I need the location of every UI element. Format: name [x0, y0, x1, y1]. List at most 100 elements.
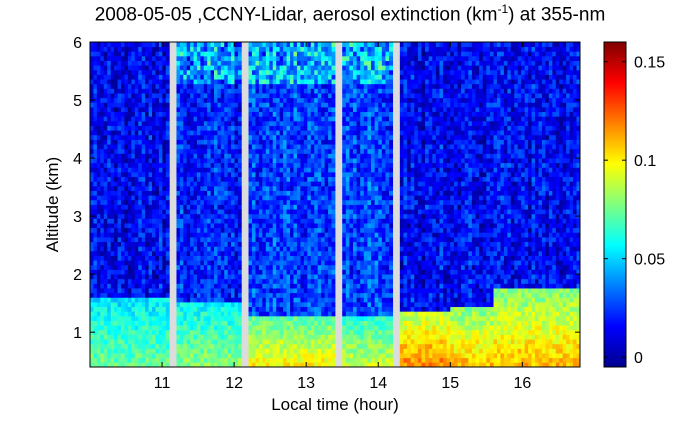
heatmap-cell: [217, 65, 222, 71]
heatmap-cell: [317, 88, 322, 94]
heatmap-cell: [293, 88, 298, 94]
heatmap-cell: [342, 116, 347, 122]
heatmap-cell: [279, 223, 284, 229]
heatmap-cell: [227, 302, 232, 308]
heatmap-cell: [214, 199, 218, 205]
heatmap-cell: [110, 195, 115, 201]
heatmap-cell: [353, 88, 358, 94]
heatmap-cell: [90, 148, 94, 154]
heatmap-cell: [90, 167, 94, 173]
heatmap-cell: [356, 329, 361, 335]
heatmap-cell: [290, 185, 294, 191]
heatmap-cell: [349, 325, 354, 331]
heatmap-cell: [179, 97, 184, 103]
heatmap-cell: [300, 120, 305, 126]
heatmap-cell: [186, 65, 191, 71]
heatmap-cell: [138, 88, 143, 94]
heatmap-cell: [269, 325, 274, 331]
heatmap-cell: [272, 69, 277, 75]
heatmap-cell: [214, 144, 218, 150]
heatmap-cell: [331, 130, 336, 136]
heatmap-cell: [134, 204, 139, 210]
heatmap-cell: [220, 237, 225, 243]
heatmap-cell: [203, 288, 208, 294]
heatmap-cell: [183, 292, 188, 298]
heatmap-cell: [100, 329, 105, 335]
heatmap-cell: [148, 237, 153, 243]
heatmap-cell: [145, 97, 149, 103]
heatmap-cell: [231, 297, 235, 303]
heatmap-cell: [258, 134, 263, 140]
heatmap-cell: [141, 297, 146, 303]
heatmap-cell: [155, 69, 160, 75]
heatmap-cell: [148, 139, 153, 145]
heatmap-cell: [328, 353, 332, 359]
heatmap-cell: [196, 172, 201, 178]
heatmap-cell: [207, 292, 211, 298]
heatmap-cell: [353, 227, 358, 233]
heatmap-cell: [293, 162, 298, 168]
heatmap-cell: [96, 255, 101, 261]
heatmap-cell: [207, 311, 211, 317]
heatmap-cell: [279, 209, 284, 215]
heatmap-cell: [203, 190, 208, 196]
heatmap-cell: [262, 213, 267, 219]
heatmap-cell: [224, 74, 229, 80]
heatmap-cell: [217, 60, 222, 66]
title-superscript: -1: [497, 2, 509, 16]
heatmap-cell: [231, 246, 235, 252]
heatmap-cell: [141, 42, 146, 48]
heatmap-cell: [138, 353, 143, 359]
heatmap-cell: [214, 167, 218, 173]
heatmap-cell: [293, 334, 298, 340]
heatmap-cell: [353, 51, 358, 57]
heatmap-cell: [131, 274, 136, 280]
heatmap-cell: [179, 79, 184, 85]
heatmap-cell: [300, 334, 305, 340]
heatmap-cell: [214, 320, 218, 326]
heatmap-cell: [203, 185, 208, 191]
heatmap-cell: [190, 144, 194, 150]
heatmap-cell: [349, 153, 354, 159]
heatmap-cell: [203, 325, 208, 331]
heatmap-cell: [276, 302, 281, 308]
heatmap-cell: [200, 357, 205, 363]
heatmap-cell: [234, 325, 239, 331]
heatmap-cell: [286, 148, 291, 154]
heatmap-cell: [279, 283, 284, 289]
heatmap-cell: [251, 181, 256, 187]
heatmap-cell: [300, 315, 305, 321]
heatmap-cell: [121, 144, 125, 150]
heatmap-cell: [345, 269, 350, 275]
heatmap-cell: [234, 237, 239, 243]
heatmap-cell: [103, 325, 108, 331]
heatmap-cell: [217, 55, 222, 61]
heatmap-cell: [103, 125, 108, 131]
heatmap-cell: [321, 42, 326, 48]
heatmap-cell: [317, 269, 322, 275]
heatmap-cell: [138, 213, 143, 219]
heatmap-cell: [286, 315, 291, 321]
heatmap-cell: [303, 153, 308, 159]
heatmap-cell: [162, 325, 167, 331]
heatmap-cell: [155, 162, 160, 168]
heatmap-cell: [307, 209, 312, 215]
heatmap-cell: [103, 167, 108, 173]
heatmap-cell: [272, 348, 277, 354]
heatmap-cell: [155, 288, 160, 294]
heatmap-cell: [307, 97, 312, 103]
heatmap-cell: [210, 158, 215, 164]
heatmap-cell: [353, 60, 358, 66]
heatmap-cell: [214, 227, 218, 233]
heatmap-cell: [100, 74, 105, 80]
heatmap-cell: [303, 199, 308, 205]
heatmap-cell: [90, 195, 94, 201]
heatmap-cell: [127, 176, 132, 182]
heatmap-cell: [186, 167, 191, 173]
heatmap-cell: [96, 325, 101, 331]
heatmap-cell: [317, 227, 322, 233]
heatmap-cell: [186, 232, 191, 238]
heatmap-cell: [224, 343, 229, 349]
heatmap-cell: [138, 167, 143, 173]
heatmap-cell: [93, 334, 98, 340]
